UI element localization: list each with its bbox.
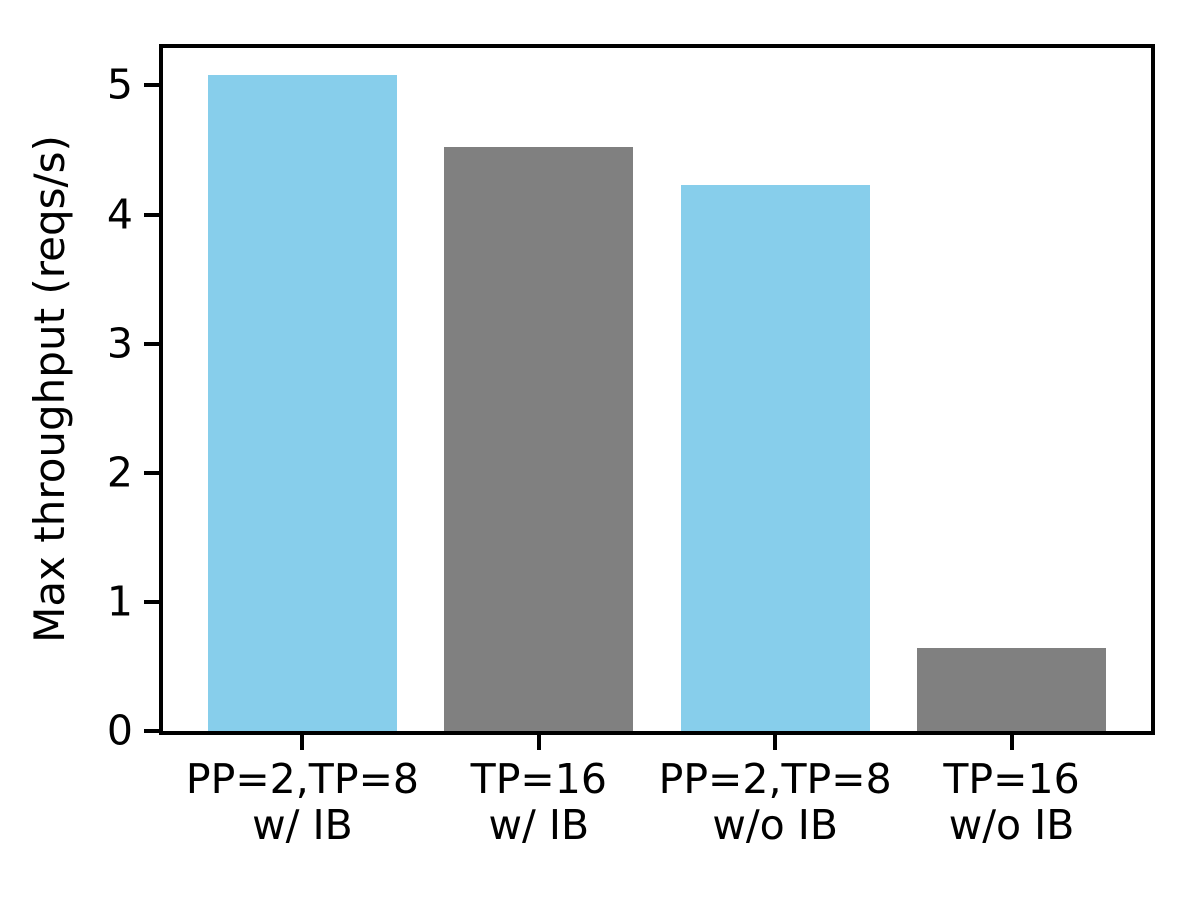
- x-tick-mark: [300, 735, 305, 750]
- y-tick-label: 4: [106, 190, 133, 239]
- x-tick-mark: [1009, 735, 1014, 750]
- x-tick-label: TP=16 w/o IB: [943, 755, 1080, 849]
- x-tick-mark: [773, 735, 778, 750]
- bar: [680, 184, 870, 731]
- plot-area: 0 1 2 3 4 5 PP=2,TP=8 w/ IB TP=16 w/ IB PP=2,TP…: [107, 44, 1155, 848]
- y-tick-mark: [144, 729, 159, 733]
- y-tick-label: 5: [106, 60, 133, 109]
- y-tick-mark: [144, 341, 159, 346]
- y-axis-label: Max throughput (reqs/s): [25, 135, 74, 643]
- y-tick-mark: [144, 599, 159, 604]
- bar: [444, 147, 634, 731]
- y-tick-label: 0: [106, 706, 133, 755]
- y-tick-mark: [144, 470, 159, 475]
- x-tick-label: PP=2,TP=8 w/ IB: [185, 755, 420, 849]
- bar: [917, 648, 1107, 731]
- y-tick-mark: [144, 83, 159, 88]
- x-tick-label: TP=16 w/ IB: [470, 755, 607, 849]
- x-tick-mark: [536, 735, 541, 750]
- y-tick-mark: [144, 212, 159, 217]
- y-tick-label: 2: [106, 448, 133, 497]
- bar: [207, 75, 397, 731]
- x-tick-label: PP=2,TP=8 w/o IB: [658, 755, 892, 849]
- y-tick-label: 3: [106, 319, 133, 368]
- y-tick-label: 1: [106, 577, 133, 626]
